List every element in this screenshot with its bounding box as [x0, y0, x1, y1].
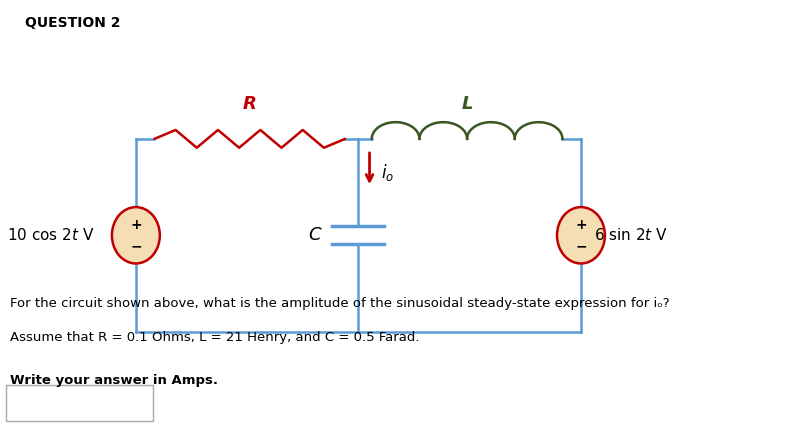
Text: +: + [130, 218, 142, 232]
Text: $i_o$: $i_o$ [380, 162, 394, 183]
Text: R: R [243, 95, 256, 113]
Text: C: C [308, 226, 321, 244]
Text: L: L [461, 95, 473, 113]
Text: Write your answer in Amps.: Write your answer in Amps. [10, 374, 218, 387]
Text: −: − [575, 239, 587, 253]
Text: 10 cos 2$t$ V: 10 cos 2$t$ V [7, 227, 95, 243]
Text: QUESTION 2: QUESTION 2 [25, 17, 120, 31]
Text: For the circuit shown above, what is the amplitude of the sinusoidal steady-stat: For the circuit shown above, what is the… [10, 298, 670, 311]
Text: 6 sin 2$t$ V: 6 sin 2$t$ V [594, 227, 668, 243]
Text: +: + [575, 218, 587, 232]
Ellipse shape [112, 207, 160, 264]
Ellipse shape [557, 207, 605, 264]
Text: Assume that R = 0.1 Ohms, L = 21 Henry, and C = 0.5 Farad.: Assume that R = 0.1 Ohms, L = 21 Henry, … [10, 332, 420, 345]
Text: −: − [130, 239, 142, 253]
